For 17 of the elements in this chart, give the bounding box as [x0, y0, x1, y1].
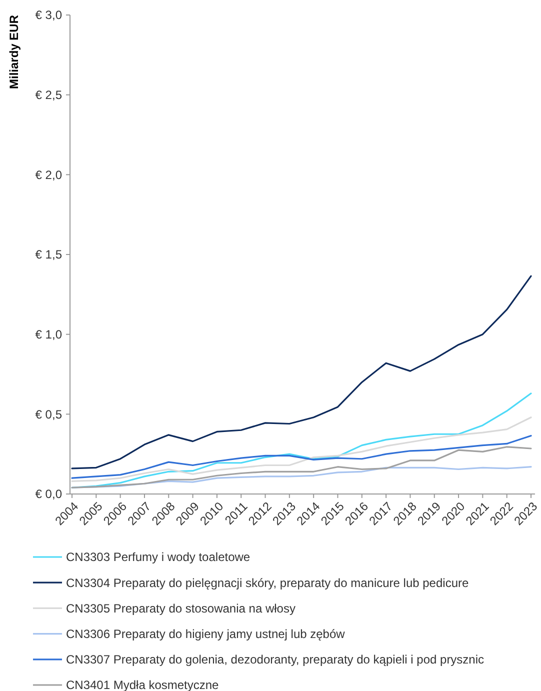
line-series — [71, 275, 532, 470]
legend-label: CN3307 Preparaty do golenia, dezodoranty, preparaty do kąpieli i pod prysznic — [66, 652, 484, 667]
line-series — [71, 416, 532, 482]
line-series — [71, 434, 532, 479]
y-tick-label: € 2,0 — [35, 168, 62, 182]
line-series — [71, 392, 532, 488]
y-tick-label: € 1,5 — [35, 248, 62, 262]
y-tick-label: € 3,0 — [35, 8, 62, 22]
legend-label: CN3304 Preparaty do pielęgnacji skóry, preparaty do manicure lub pedicure — [66, 576, 469, 590]
y-tick-label: € 0,5 — [35, 407, 62, 422]
legend-label: CN3303 Perfumy i wody toaletowe — [66, 550, 250, 564]
y-tick-label: € 2,5 — [35, 88, 62, 102]
y-tick-label: € 1,0 — [35, 328, 62, 342]
legend-label: CN3305 Preparaty do stosowania na włosy — [66, 601, 296, 616]
legend-label: CN3306 Preparaty do higieny jamy ustnej lub zębów — [66, 627, 346, 641]
y-tick-label: € 0,0 — [35, 487, 62, 502]
y-axis-title: Miliardy EUR — [7, 14, 21, 90]
